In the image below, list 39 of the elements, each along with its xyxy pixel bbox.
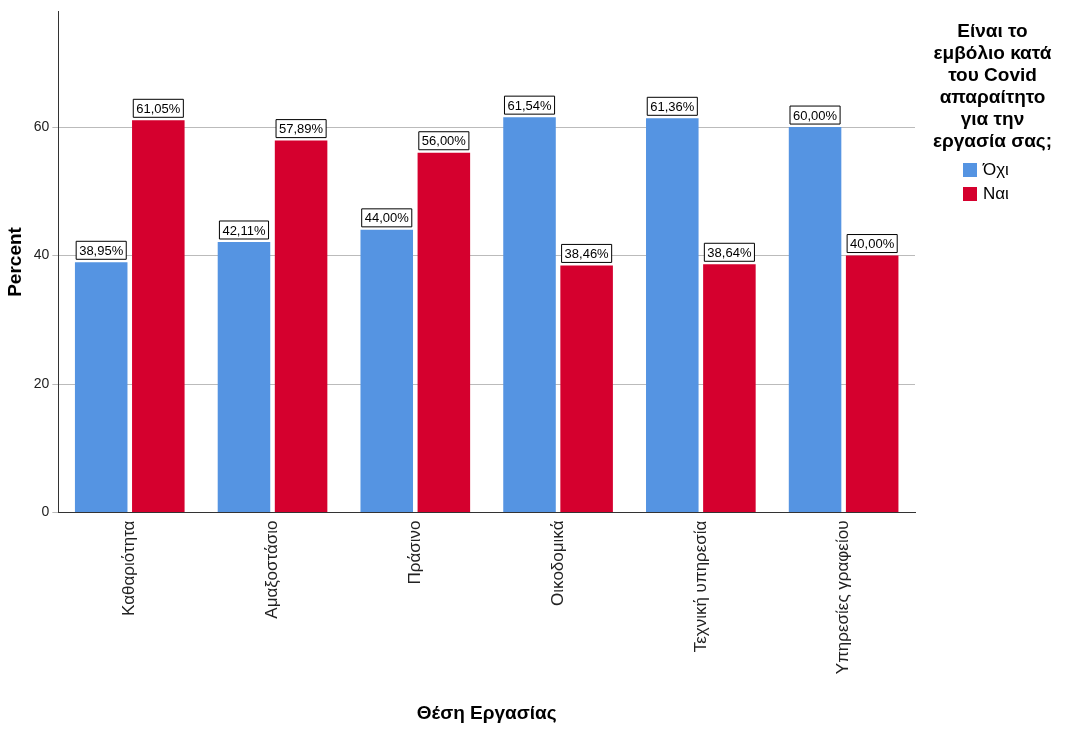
y-tick-label: 20 <box>33 374 50 391</box>
x-tick-label: Πράσινο <box>404 520 424 585</box>
data-label: 38,64% <box>707 244 752 260</box>
bar <box>560 265 613 513</box>
x-tick-label: Τεχνική υπηρεσία <box>690 520 710 653</box>
data-label: 40,00% <box>850 236 895 252</box>
bar <box>646 118 699 513</box>
y-axis-title: Percent <box>3 226 25 297</box>
x-tick-label: Καθαριότητα <box>119 520 139 616</box>
legend-label: Ναι <box>983 183 1009 205</box>
data-label: 57,89% <box>279 121 324 137</box>
x-tick-label: Αμαξοστάσιο <box>262 520 282 619</box>
data-label: 44,00% <box>364 210 410 226</box>
bar <box>360 229 414 513</box>
data-label: 61,36% <box>650 98 695 114</box>
y-tick-label: 60 <box>33 117 50 134</box>
bar <box>74 262 128 513</box>
legend-label: Όχι <box>983 159 1009 181</box>
bar <box>417 152 471 513</box>
data-label: 61,05% <box>136 100 181 116</box>
data-label: 42,11% <box>222 222 266 238</box>
bar <box>845 255 899 513</box>
data-label: 38,46% <box>564 246 610 262</box>
x-axis-title: Θέση Εργασίας <box>416 701 557 723</box>
bar <box>132 120 185 513</box>
y-tick-label: 0 <box>41 503 50 520</box>
x-tick-label: Οικοδομικά <box>547 520 567 606</box>
x-tick-label: Υπηρεσίες γραφείου <box>833 520 853 675</box>
bar <box>503 117 556 513</box>
data-label: 61,54% <box>507 97 552 113</box>
bar <box>788 127 842 513</box>
y-tick-label: 40 <box>33 246 50 263</box>
bar <box>274 140 328 513</box>
bar <box>703 264 756 513</box>
data-label: 38,95% <box>79 242 124 258</box>
data-label: 56,00% <box>421 133 467 149</box>
legend-title: Είναι το εμβόλιο κατά του Covid απαραίτητο για την εργασία σας; <box>931 20 1054 152</box>
data-label: 60,00% <box>793 107 838 123</box>
bar <box>217 241 271 513</box>
